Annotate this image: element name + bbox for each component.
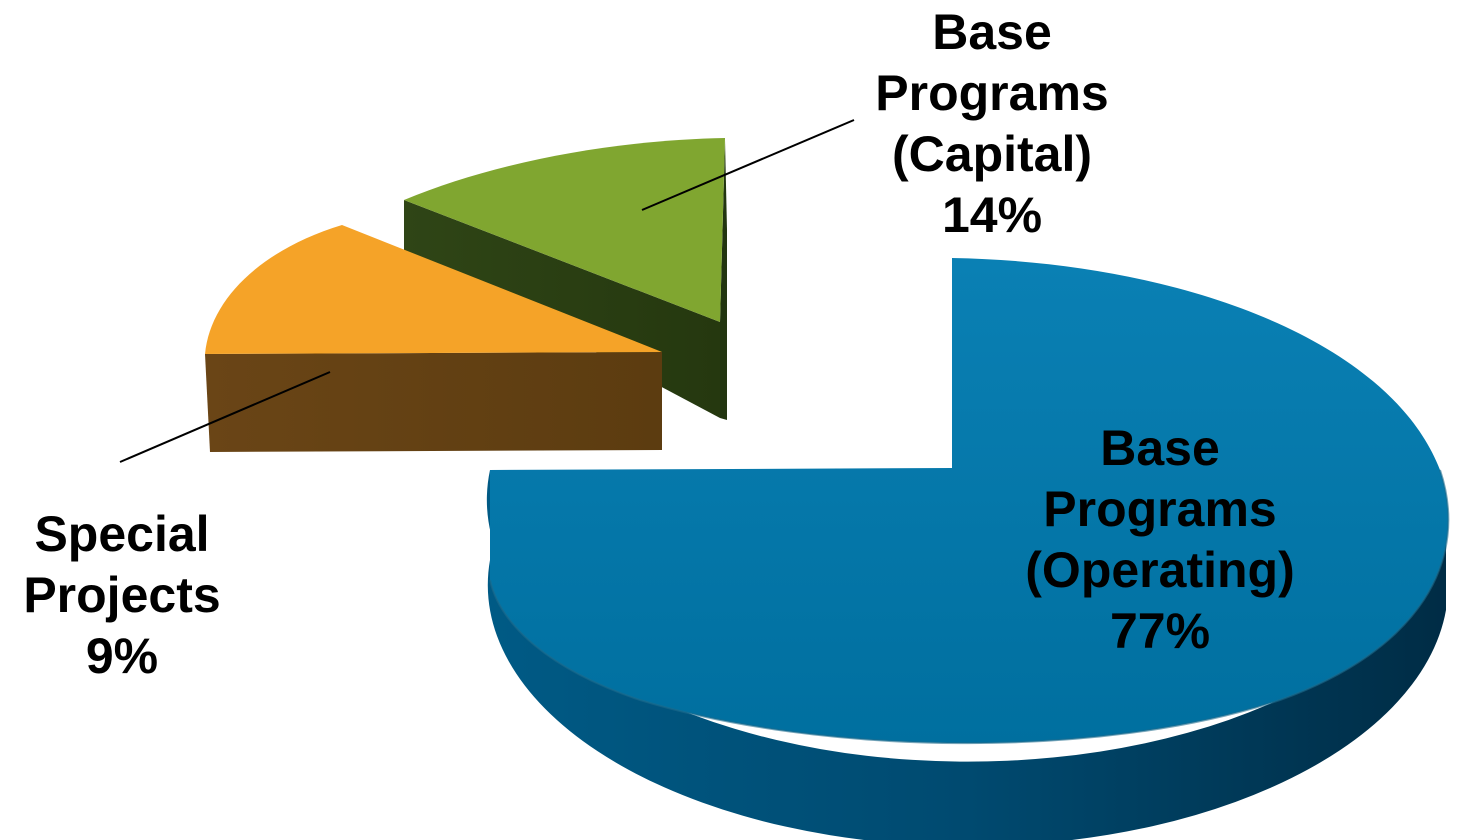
label-special: Special Projects 9% <box>23 506 221 684</box>
leader-line-capital <box>641 119 855 211</box>
pie-slice-special-side <box>205 352 662 452</box>
pie-slice-operating-top <box>490 258 1449 744</box>
pie-slice-operating <box>486 258 1450 840</box>
label-operating: Base Programs (Operating) 77% <box>1025 420 1295 659</box>
leader-line-special <box>119 371 331 463</box>
label-capital: Base Programs (Capital) 14% <box>875 4 1109 243</box>
pie-slice-capital-top <box>404 138 725 322</box>
pie-slice-operating-side <box>486 470 1446 840</box>
pie-slice-special-top <box>205 225 662 354</box>
